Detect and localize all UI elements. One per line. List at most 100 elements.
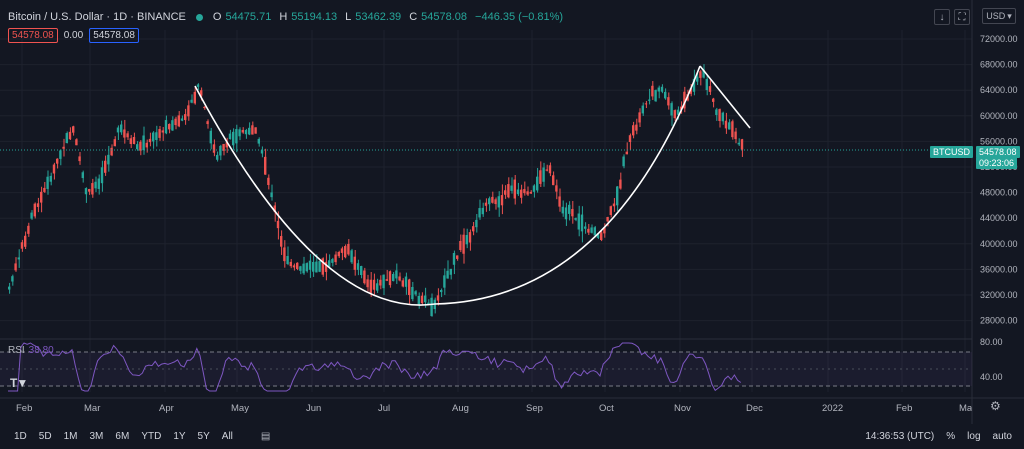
- symbol-title[interactable]: Bitcoin / U.S. Dollar · 1D · BINANCE: [8, 11, 186, 23]
- candle-body: [478, 208, 481, 218]
- utc-clock[interactable]: 14:36:53 (UTC): [865, 431, 935, 442]
- time-axis-label: Dec: [746, 403, 763, 414]
- candle-body: [600, 232, 603, 241]
- candle-body: [625, 151, 628, 155]
- price-axis-label: 44000.00: [980, 213, 1018, 223]
- currency-selector[interactable]: USD ▾: [982, 8, 1016, 24]
- download-icon[interactable]: ↓: [934, 9, 950, 25]
- candle-body: [68, 131, 72, 140]
- candle-body: [593, 227, 596, 236]
- candle-body: [539, 170, 542, 184]
- range-button-3m[interactable]: 3M: [89, 431, 104, 442]
- candle-body: [104, 160, 107, 173]
- candle-body: [388, 271, 392, 286]
- auto-toggle[interactable]: auto: [992, 431, 1012, 442]
- candle-body: [660, 86, 664, 92]
- candle-body: [404, 276, 408, 287]
- candle-body: [184, 114, 187, 121]
- candle-body: [616, 186, 619, 206]
- gear-icon[interactable]: ⚙: [990, 399, 1001, 413]
- chevron-down-icon: ▾: [1007, 10, 1012, 21]
- candle-body: [264, 156, 267, 175]
- candle-body: [33, 203, 36, 217]
- candle-body: [529, 191, 532, 194]
- range-button-5y[interactable]: 5Y: [197, 431, 210, 442]
- sell-button[interactable]: 54578.08: [8, 28, 58, 43]
- candle-body: [139, 141, 142, 151]
- calendar-icon[interactable]: ▤: [260, 431, 271, 442]
- buy-button[interactable]: 54578.08: [89, 28, 139, 43]
- range-button-1y[interactable]: 1Y: [173, 431, 186, 442]
- candle-body: [472, 226, 475, 232]
- bottom-toolbar: 1D 5D 1M 3M 6M YTD 1Y 5Y All ▤ 14:36:53 …: [0, 424, 1024, 449]
- candle-body: [644, 103, 648, 105]
- buy-sell-row: 54578.08 0.00 54578.08: [8, 28, 139, 43]
- candle-body: [30, 212, 33, 219]
- candle-body: [206, 121, 209, 125]
- price-axis-label: 64000.00: [980, 85, 1018, 95]
- low-key: L: [345, 11, 352, 23]
- percent-toggle[interactable]: %: [946, 431, 956, 442]
- candle-body: [299, 266, 302, 271]
- candle-body: [526, 191, 529, 195]
- candle-body: [24, 235, 27, 247]
- candle-body: [273, 205, 276, 213]
- candle-body: [488, 198, 491, 205]
- candle-body: [219, 145, 222, 156]
- candle-body: [673, 110, 676, 119]
- candle-body: [113, 139, 116, 147]
- candle-body: [257, 138, 260, 144]
- range-button-1m[interactable]: 1M: [63, 431, 78, 442]
- candle-body: [456, 255, 459, 259]
- price-axis-label: 32000.00: [980, 290, 1018, 300]
- candle-body: [564, 207, 568, 220]
- candle-body: [728, 122, 731, 130]
- candle-body: [283, 247, 286, 262]
- candle-body: [62, 146, 65, 149]
- fullscreen-icon[interactable]: ⛶: [954, 9, 970, 25]
- candle-body: [168, 123, 171, 130]
- candle-body: [500, 195, 504, 206]
- range-button-ytd[interactable]: YTD: [141, 431, 162, 442]
- time-axis-label: Aug: [452, 403, 469, 414]
- close-value: 54578.08: [421, 11, 468, 23]
- candle-body: [612, 203, 616, 207]
- time-axis-label: Jul: [378, 403, 390, 414]
- candle-body: [670, 103, 673, 116]
- tradingview-logo[interactable]: T▼: [10, 376, 28, 390]
- candle-body: [88, 189, 91, 192]
- range-button-6m[interactable]: 6M: [115, 431, 130, 442]
- candle-body: [555, 185, 558, 192]
- range-button-5d[interactable]: 5D: [38, 431, 52, 442]
- low-value: 53462.39: [355, 11, 402, 23]
- candle-body: [344, 246, 347, 258]
- candle-body: [251, 125, 254, 135]
- candle-body: [116, 127, 120, 133]
- candle-body: [148, 138, 152, 143]
- candle-body: [376, 283, 379, 291]
- candle-body: [731, 121, 734, 138]
- candle-body: [558, 196, 561, 207]
- candle-body: [59, 150, 62, 159]
- price-axis-label: 40000.00: [980, 239, 1018, 249]
- candle-body: [254, 127, 257, 134]
- price-axis-label: 68000.00: [980, 60, 1018, 70]
- candle-body: [65, 133, 68, 144]
- spread-value: 0.00: [63, 30, 84, 41]
- candle-body: [91, 183, 94, 195]
- candle-body: [97, 178, 100, 189]
- range-button-1d[interactable]: 1D: [14, 431, 27, 442]
- candle-body: [244, 130, 248, 135]
- log-toggle[interactable]: log: [967, 431, 981, 442]
- candle-body: [353, 256, 356, 270]
- candle-body: [667, 97, 670, 106]
- candle-body: [379, 279, 382, 286]
- rsi-name[interactable]: RSI: [8, 345, 25, 356]
- time-axis-label: 2022: [822, 403, 843, 414]
- range-button-all[interactable]: All: [221, 431, 233, 442]
- time-axis-label: Feb: [896, 403, 912, 414]
- candle-body: [504, 190, 507, 195]
- candle-body: [392, 273, 395, 282]
